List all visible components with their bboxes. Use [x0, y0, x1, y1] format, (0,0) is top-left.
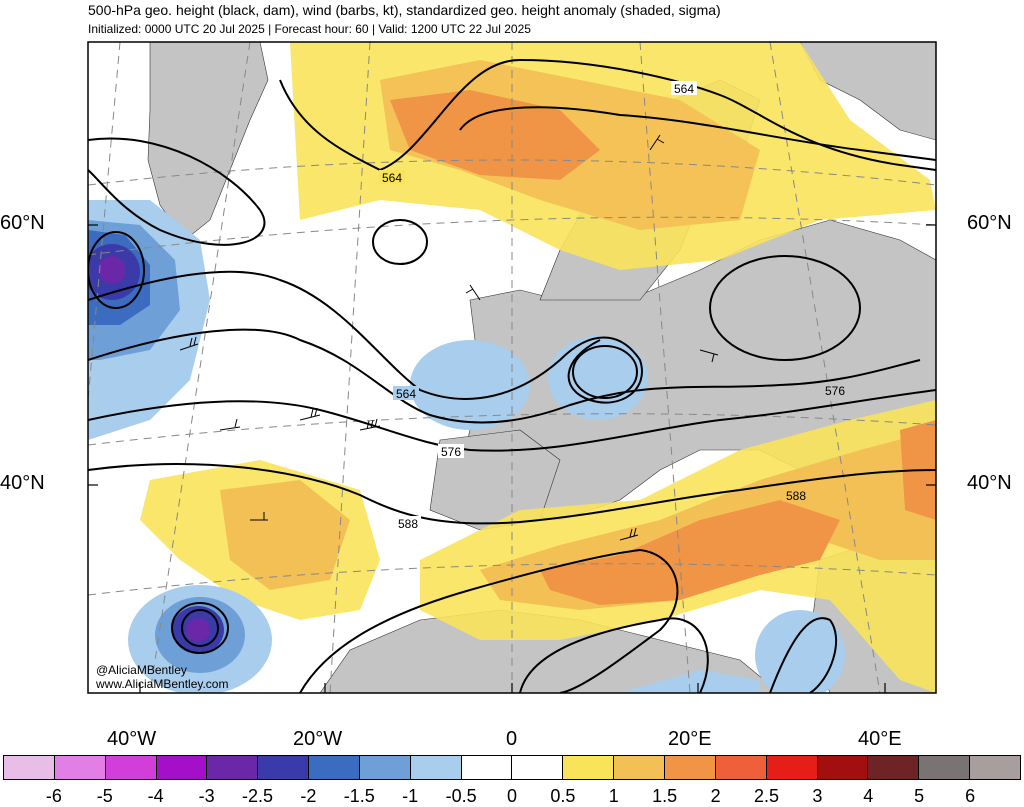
contour-label: 564 — [396, 387, 416, 401]
lat-label-60n-right: 60°N — [967, 212, 1012, 234]
positive-anomaly-fills — [140, 42, 936, 693]
colorbar-swatch — [512, 756, 564, 779]
lat-label-40n-left: 40°N — [0, 472, 45, 494]
colorbar-swatch — [309, 756, 360, 779]
colorbar-label: -2.5 — [241, 786, 274, 806]
colorbar-swatch — [614, 756, 665, 779]
contour-label: 588 — [398, 517, 418, 531]
colorbar-label: 5 — [914, 786, 925, 806]
colorbar-swatch — [410, 756, 462, 779]
lon-label-40w: 40°W — [107, 728, 157, 750]
axis-ticks — [88, 224, 936, 693]
colorbar-swatch — [664, 756, 716, 779]
colorbar-label: -6 — [45, 786, 62, 806]
colorbar-label: 2.5 — [753, 786, 780, 806]
colorbar-swatch — [563, 756, 615, 779]
colorbar-label: 6 — [965, 786, 976, 806]
colorbar-label: 4 — [863, 786, 874, 806]
colorbar-swatch — [970, 756, 1020, 779]
credit-handle: @AliciaMBentley — [96, 663, 187, 677]
lat-label-40n-right: 40°N — [967, 472, 1012, 494]
wind-barbs — [179, 134, 719, 541]
graticule — [88, 42, 936, 693]
colorbar-swatch — [105, 756, 157, 779]
height-contours — [88, 58, 936, 693]
colorbar-swatch — [4, 756, 55, 779]
contour-label: 576 — [825, 384, 845, 398]
colorbar-swatch — [868, 756, 920, 779]
contour-label: 564 — [382, 171, 402, 185]
colorbar-swatch — [359, 756, 411, 779]
lat-label-60n-left: 60°N — [0, 212, 45, 234]
map-title: 500-hPa geo. height (black, dam), wind (… — [88, 2, 721, 18]
colorbar-label: 0.5 — [550, 786, 576, 806]
map-subtitle: Initialized: 0000 UTC 20 Jul 2025 | Fore… — [88, 22, 531, 36]
colorbar-label: -1 — [402, 786, 419, 806]
colorbar-swatch — [715, 756, 767, 779]
lon-label-20w: 20°W — [293, 728, 343, 750]
colorbar-swatch — [258, 756, 310, 779]
colorbar-label: -2 — [300, 786, 317, 806]
colorbar-label: -0.5 — [445, 786, 477, 806]
colorbar-label: -1.5 — [343, 786, 375, 806]
negative-anomaly-fills — [88, 200, 845, 693]
colorbar-label: 1 — [608, 786, 619, 806]
lon-label-40e: 40°E — [858, 728, 902, 750]
lon-label-0: 0 — [506, 728, 518, 750]
colorbar-swatch — [54, 756, 106, 779]
colorbar-swatch — [207, 756, 259, 779]
colorbar-swatch — [461, 756, 513, 779]
contour-labels: 564 564 564 576 576 588 588 — [379, 81, 848, 531]
colorbar — [3, 755, 1021, 780]
credit-website: www.AliciaMBentley.com — [96, 677, 229, 691]
colorbar-swatch — [817, 756, 869, 779]
colorbar-label: 3 — [812, 786, 823, 806]
lon-label-20e: 20°E — [668, 728, 712, 750]
colorbar-label: 2 — [710, 786, 721, 806]
contour-label: 564 — [674, 82, 694, 96]
contour-label: 588 — [786, 489, 806, 503]
colorbar-swatch — [156, 756, 208, 779]
colorbar-label: -4 — [147, 786, 164, 806]
contour-label: 576 — [441, 445, 461, 459]
colorbar-label: -5 — [96, 786, 113, 806]
colorbar-label: 1.5 — [652, 786, 678, 806]
colorbar-swatch — [919, 756, 971, 779]
colorbar-label: -3 — [198, 786, 215, 806]
colorbar-swatch — [766, 756, 818, 779]
colorbar-label: 0 — [506, 786, 518, 806]
